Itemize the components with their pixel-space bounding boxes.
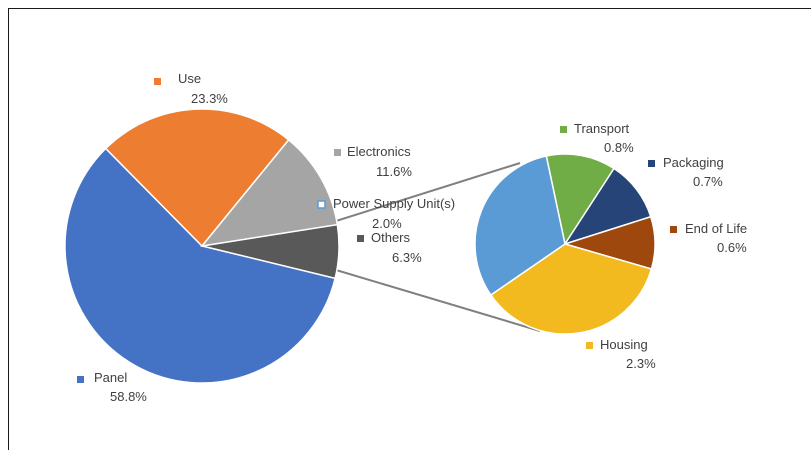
label-power-supply-unit-s-marker	[317, 200, 326, 209]
label-housing-marker	[586, 342, 593, 349]
label-electronics-marker	[334, 149, 341, 156]
label-panel-marker	[77, 376, 84, 383]
main-pie-slice-panel	[64, 147, 337, 384]
label-panel-value: 58.8%	[110, 389, 147, 404]
label-use-marker	[154, 78, 161, 85]
label-transport-value: 0.8%	[604, 140, 634, 155]
label-housing-name: Housing	[600, 337, 648, 352]
label-power-supply-unit-s-value: 2.0%	[372, 216, 402, 231]
label-packaging-name: Packaging	[663, 155, 724, 170]
label-end-of-life-marker	[670, 226, 677, 233]
label-end-of-life-name: End of Life	[685, 221, 747, 236]
label-panel-name: Panel	[94, 370, 127, 385]
label-others-value: 6.3%	[392, 250, 422, 265]
label-use-value: 23.3%	[191, 91, 228, 106]
detail-pie-slice-housing	[489, 243, 653, 335]
main-pie-slice-electronics	[200, 138, 339, 248]
label-others-marker	[357, 235, 364, 242]
label-end-of-life-value: 0.6%	[717, 240, 747, 255]
data-labels: Panel 58.8% Use 23.3% Electronics 11.6% Others…	[77, 71, 747, 404]
detail-pie-slice-power-supply-unit-s	[474, 155, 566, 297]
main-pie	[64, 108, 340, 384]
label-power-supply-unit-s-name: Power Supply Unit(s)	[333, 196, 455, 211]
connector-lines	[335, 162, 541, 332]
label-transport-name: Transport	[574, 121, 630, 136]
label-use-name: Use	[178, 71, 201, 86]
label-packaging-value: 0.7%	[693, 174, 723, 189]
detail-pie	[474, 153, 656, 335]
label-transport-marker	[560, 126, 567, 133]
detail-pie-slice-transport	[545, 153, 616, 246]
main-pie-slice-use	[104, 108, 290, 248]
label-electronics-value: 11.6%	[376, 164, 412, 179]
connector-line-top	[335, 162, 521, 222]
label-electronics-name: Electronics	[347, 144, 411, 159]
label-housing-value: 2.3%	[626, 356, 656, 371]
label-packaging-marker	[648, 160, 655, 167]
connector-line-bottom	[335, 269, 541, 332]
label-others-name: Others	[371, 230, 411, 245]
